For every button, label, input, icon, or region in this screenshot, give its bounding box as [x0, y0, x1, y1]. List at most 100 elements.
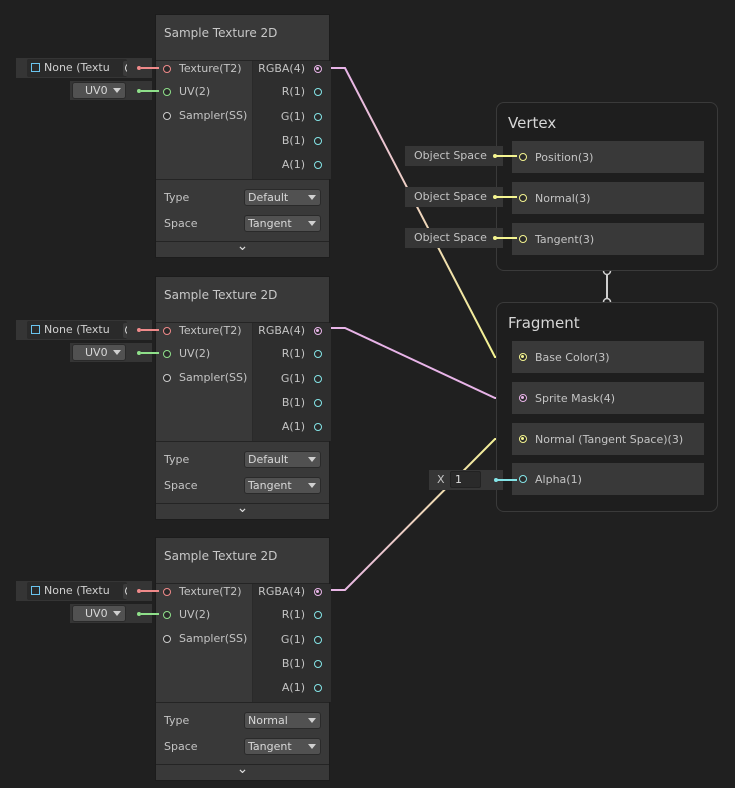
space-dropdown[interactable]: Tangent [244, 738, 321, 755]
texture-edge [141, 329, 159, 331]
input-port-texturet[interactable] [163, 65, 171, 73]
edge-rgba2-spritemask[interactable] [322, 327, 518, 399]
input-port-texturet[interactable] [163, 327, 171, 335]
space-value: Object Space [414, 190, 487, 203]
output-port-rgba[interactable] [314, 588, 322, 596]
uv-dropdown[interactable]: UV0 [72, 82, 126, 99]
input-port-uv[interactable] [163, 611, 171, 619]
row-label: Alpha(1) [535, 473, 582, 486]
output-port-r[interactable] [314, 350, 322, 358]
input-port-samplerss[interactable] [163, 635, 171, 643]
space-dropdown[interactable]: Tangent [244, 215, 321, 232]
output-port-rgba[interactable] [314, 65, 322, 73]
type-dropdown[interactable]: Default [244, 189, 321, 206]
space-value: Tangent [248, 479, 292, 492]
output-port-a[interactable] [314, 161, 322, 169]
output-port-r[interactable] [314, 88, 322, 96]
texture-object-field[interactable]: None (Textu [27, 59, 127, 77]
expand-toggle[interactable]: ⌄ [156, 761, 329, 781]
input-port-texturet[interactable] [163, 588, 171, 596]
texture-icon [31, 586, 40, 595]
object-space-input[interactable]: Object Space [405, 228, 503, 248]
input-port[interactable] [519, 394, 527, 402]
uv-connector-dot [137, 612, 141, 616]
edge-rgba1-basecolor[interactable] [322, 67, 518, 358]
edge [495, 196, 517, 198]
vertex-row-tangent[interactable]: Tangent(3) [512, 223, 704, 255]
sample-texture-2d-node[interactable]: Sample Texture 2D Texture(T2) UV(2) Sampler… [155, 537, 331, 781]
node-settings: Type Normal Space Tangent [156, 702, 329, 764]
expand-toggle[interactable]: ⌄ [156, 500, 329, 520]
input-port-uv[interactable] [163, 350, 171, 358]
output-port-r[interactable] [314, 611, 322, 619]
sample-texture-2d-node[interactable]: Sample Texture 2D Texture(T2) UV(2) Sampler… [155, 276, 331, 520]
output-port-b[interactable] [314, 399, 322, 407]
input-label: Texture(T2) [179, 585, 242, 598]
fragment-row-alpha[interactable]: Alpha(1) [512, 463, 704, 495]
type-label: Type [164, 714, 190, 727]
type-value: Default [248, 191, 289, 204]
expand-toggle[interactable]: ⌄ [156, 238, 329, 258]
space-value: Object Space [414, 231, 487, 244]
fragment-row-basecolor[interactable]: Base Color(3) [512, 341, 704, 373]
type-value: Default [248, 453, 289, 466]
dropdown-arrow-icon [308, 195, 316, 200]
row-label: Sprite Mask(4) [535, 392, 616, 405]
input-port[interactable] [519, 435, 527, 443]
output-port-g[interactable] [314, 113, 322, 121]
output-port-b[interactable] [314, 660, 322, 668]
object-space-input[interactable]: Object Space [405, 187, 503, 207]
object-picker-icon[interactable] [123, 584, 127, 599]
object-picker-icon[interactable] [123, 61, 127, 76]
output-label: R(1) [281, 85, 305, 98]
edge [495, 479, 517, 481]
output-label: A(1) [281, 681, 305, 694]
type-value: Normal [248, 714, 288, 727]
input-port-uv[interactable] [163, 88, 171, 96]
node-title: Sample Texture 2D [156, 15, 329, 61]
edge-rgba3-normalts[interactable] [322, 438, 518, 591]
output-port-a[interactable] [314, 423, 322, 431]
object-space-input[interactable]: Object Space [405, 146, 503, 166]
output-port-a[interactable] [314, 684, 322, 692]
input-ports: Texture(T2) UV(2) Sampler(SS) [156, 61, 253, 179]
input-port-samplerss[interactable] [163, 374, 171, 382]
input-port[interactable] [519, 475, 527, 483]
object-picker-icon[interactable] [123, 323, 127, 338]
vertex-row-normal[interactable]: Normal(3) [512, 182, 704, 214]
uv-dropdown[interactable]: UV0 [72, 605, 126, 622]
input-port[interactable] [519, 353, 527, 361]
vertex-row-position[interactable]: Position(3) [512, 141, 704, 173]
input-label: UV(2) [179, 347, 211, 360]
uv-dropdown[interactable]: UV0 [72, 344, 126, 361]
input-port[interactable] [519, 153, 527, 161]
alpha-value-field[interactable]: 1 [450, 471, 481, 488]
vertex-context: Vertex Position(3) Normal(3) Tangent(3) [496, 102, 718, 271]
output-port-g[interactable] [314, 375, 322, 383]
space-dropdown[interactable]: Tangent [244, 477, 321, 494]
texture-edge [141, 590, 159, 592]
texture-edge [141, 67, 159, 69]
dropdown-arrow-icon [308, 457, 316, 462]
output-port-b[interactable] [314, 137, 322, 145]
texture-icon [31, 325, 40, 334]
texture-field-value: None (Textu [44, 61, 110, 74]
fragment-row-spritemask[interactable]: Sprite Mask(4) [512, 382, 704, 414]
dropdown-arrow-icon [113, 350, 121, 355]
input-label: UV(2) [179, 608, 211, 621]
output-port-g[interactable] [314, 636, 322, 644]
input-port[interactable] [519, 235, 527, 243]
texture-object-field[interactable]: None (Textu [27, 321, 127, 339]
fragment-row-normaltangentspace[interactable]: Normal (Tangent Space)(3) [512, 423, 704, 455]
type-dropdown[interactable]: Normal [244, 712, 321, 729]
output-port-rgba[interactable] [314, 327, 322, 335]
row-label: Normal(3) [535, 192, 591, 205]
texture-object-field[interactable]: None (Textu [27, 582, 127, 600]
input-port[interactable] [519, 194, 527, 202]
input-port-samplerss[interactable] [163, 112, 171, 120]
type-dropdown[interactable]: Default [244, 451, 321, 468]
uv-connector-dot [137, 351, 141, 355]
output-label: A(1) [281, 420, 305, 433]
sample-texture-2d-node[interactable]: Sample Texture 2D Texture(T2) UV(2) Sampler… [155, 14, 331, 258]
